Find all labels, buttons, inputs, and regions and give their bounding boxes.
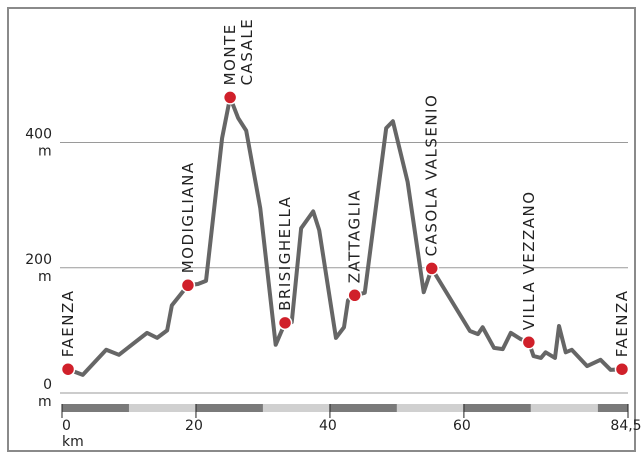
- stop-marker: [60, 361, 76, 377]
- frame: [7, 7, 636, 452]
- scale-bar-segment: [195, 404, 263, 412]
- scale-bar-segment: [463, 404, 531, 412]
- y-tick-label: 200: [25, 252, 52, 268]
- stop-label: MODIGLIANA: [179, 161, 197, 273]
- scale-bar-segment: [128, 404, 196, 412]
- stop-label: ZATTAGLIA: [346, 189, 364, 283]
- stop-label: FAENZA: [59, 289, 77, 357]
- y-unit-label: m: [38, 144, 52, 160]
- scale-bar-segment: [62, 404, 129, 412]
- x-tick-label: 84,5: [610, 418, 641, 434]
- stop-label-line: ZATTAGLIA: [346, 189, 364, 283]
- y-tick-label: 0: [43, 377, 52, 393]
- scale-bar-segment: [262, 404, 330, 412]
- x-unit-label: km: [62, 434, 84, 450]
- stop-label: MONTECASALE: [221, 18, 256, 86]
- x-tick-label: 20: [185, 418, 203, 434]
- stop-marker: [614, 361, 630, 377]
- scale-bar-segment: [329, 404, 397, 412]
- scale-bar-segment: [396, 404, 464, 412]
- stop-label: BRISIGHELLA: [276, 196, 294, 311]
- stop-marker: [180, 278, 196, 293]
- x-tick-label: 60: [453, 418, 471, 434]
- scale-bar-segment: [530, 404, 598, 412]
- y-unit-label: m: [38, 269, 52, 285]
- stop-label-line: FAENZA: [613, 289, 631, 357]
- stop-marker: [222, 90, 238, 105]
- stop-label: CASOLA VALSENIO: [423, 94, 441, 257]
- stop-label-line: FAENZA: [59, 289, 77, 357]
- scale-bar-segment: [597, 404, 628, 412]
- stop-label: FAENZA: [613, 289, 631, 357]
- stop-marker: [424, 261, 439, 276]
- stop-label-line: CASOLA VALSENIO: [423, 94, 441, 257]
- stop-label-line: CASALE: [238, 18, 256, 86]
- stop-marker: [277, 315, 293, 331]
- x-tick-label: 40: [319, 418, 337, 434]
- x-tick-label: 0: [62, 418, 71, 434]
- y-tick-label: 400: [25, 127, 52, 143]
- stop-label: VILLA VEZZANO: [520, 190, 538, 330]
- y-unit-label: m: [38, 394, 52, 410]
- stop-label-line: VILLA VEZZANO: [520, 190, 538, 330]
- stop-marker: [347, 288, 362, 303]
- stop-label-line: MODIGLIANA: [179, 161, 197, 273]
- stop-marker: [521, 335, 537, 350]
- stop-label-line: BRISIGHELLA: [276, 196, 294, 311]
- stop-label-line: MONTE: [221, 23, 239, 85]
